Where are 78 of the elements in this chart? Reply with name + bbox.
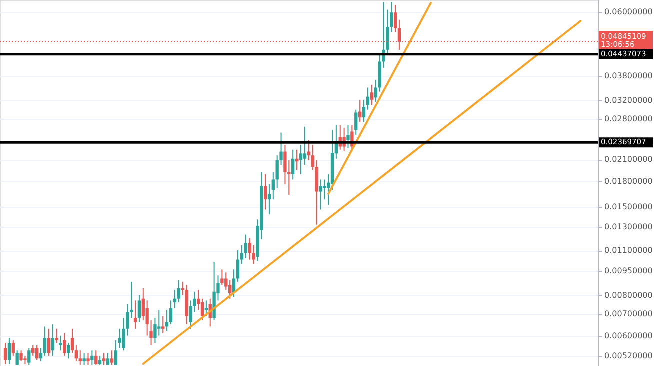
candlestick — [323, 179, 326, 200]
y-tick-label: 0.03200000 — [604, 96, 653, 105]
candlestick — [142, 288, 145, 321]
candlestick — [110, 350, 114, 366]
candlestick — [86, 352, 90, 366]
y-tick-label: 0.00700000 — [604, 310, 653, 319]
candlestick — [114, 340, 118, 366]
y-tick-label: 0.01300000 — [604, 222, 653, 232]
candlestick — [8, 338, 12, 365]
y-tick-label: 0.01800000 — [604, 176, 653, 186]
candlestick — [303, 126, 306, 166]
candlestick — [228, 280, 232, 300]
candlestick — [102, 352, 106, 366]
candlestick — [59, 335, 62, 352]
candlestick — [394, 4, 398, 33]
candlestick — [204, 300, 208, 317]
candlestick — [4, 342, 8, 365]
candlestick — [268, 184, 272, 216]
candlestick — [173, 290, 176, 309]
candlestick — [362, 99, 366, 123]
candlestick — [236, 250, 240, 282]
candlestick — [43, 326, 46, 356]
candlestick — [32, 344, 35, 356]
candlestick — [193, 291, 196, 313]
candlestick — [98, 355, 102, 366]
y-tick-label: 0.01500000 — [604, 202, 653, 212]
candlestick — [354, 109, 358, 136]
candlestick — [118, 328, 122, 349]
candlestick — [276, 155, 279, 189]
candlestick — [35, 344, 39, 361]
candlestick — [90, 350, 94, 366]
candlestick — [177, 280, 180, 304]
candlestick — [240, 245, 244, 264]
candlestick — [366, 87, 370, 110]
candlestick — [70, 328, 74, 354]
candlestick — [66, 342, 70, 360]
candlestick — [220, 269, 224, 286]
candlestick — [346, 124, 350, 149]
candlestick — [370, 84, 374, 106]
y-tick-label: 0.00600000 — [604, 331, 653, 340]
candlestick — [224, 272, 228, 291]
candlestick — [299, 144, 303, 175]
candlestick — [74, 344, 78, 362]
y-tick-label: 0.01100000 — [604, 246, 653, 256]
candlestick — [134, 300, 138, 330]
candlestick — [63, 332, 66, 356]
candlestick — [272, 172, 275, 200]
candlestick — [47, 328, 50, 356]
candlestick — [94, 350, 98, 366]
candlestick — [292, 149, 295, 180]
candlestick — [82, 352, 86, 366]
candlestick — [20, 350, 23, 362]
candlestick — [28, 348, 31, 366]
y-tick-label: 0.02100000 — [604, 155, 653, 164]
candlestick — [78, 350, 82, 366]
y-tick-label: 0.02800000 — [604, 114, 653, 124]
y-tick-label: 0.00800000 — [604, 290, 653, 300]
candlestick — [189, 300, 192, 330]
y-tick-label: 0.00950000 — [604, 266, 653, 276]
candlestick — [158, 310, 161, 336]
candlestick — [319, 179, 322, 210]
y-tick-label: 0.06000000 — [604, 7, 653, 16]
candlestick — [169, 300, 173, 326]
candlestick — [39, 348, 43, 362]
candlestick — [264, 174, 268, 210]
candlestick — [16, 350, 19, 366]
candlestick — [12, 340, 15, 356]
candlestick — [200, 298, 204, 321]
candlestick — [390, 2, 394, 33]
candlestick — [146, 300, 149, 336]
candlestick — [138, 294, 142, 323]
candlestick — [55, 328, 58, 344]
y-tick-label: 0.03800000 — [604, 72, 653, 81]
candlestick — [162, 316, 165, 334]
y-tick-label: 0.00520000 — [604, 351, 653, 360]
candlestick — [130, 281, 134, 319]
candlestick — [51, 324, 54, 356]
candlestick — [248, 238, 252, 260]
